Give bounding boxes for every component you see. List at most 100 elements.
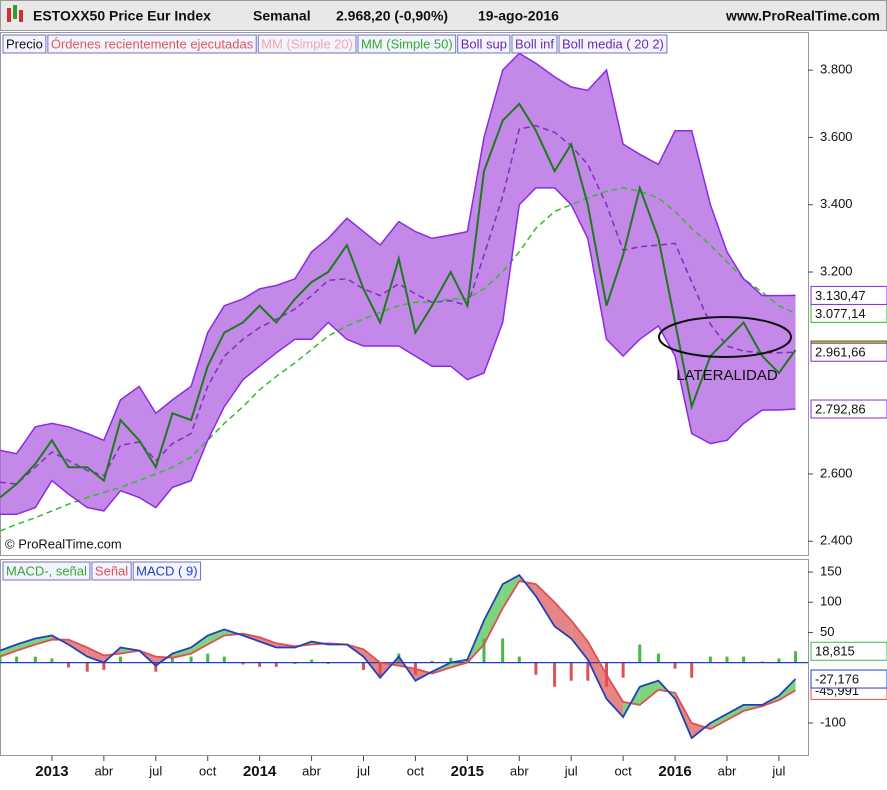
- y-tick-label: -100: [820, 714, 846, 729]
- x-tick-label: abr: [510, 763, 529, 778]
- series-line: [0, 573, 797, 740]
- histogram-bar: [760, 661, 764, 663]
- bollinger-band: [0, 53, 796, 515]
- legend-box: [132, 561, 202, 581]
- legend-box: [91, 561, 132, 581]
- legend-label: Boll inf: [515, 36, 554, 51]
- end-label: 18,815: [815, 644, 855, 659]
- macd-fill: [191, 635, 208, 654]
- series-line: [0, 187, 796, 532]
- histogram-bar: [482, 638, 486, 663]
- histogram-bar: [15, 656, 19, 663]
- x-tick-label: abr: [94, 763, 113, 778]
- end-label-box: [810, 669, 887, 689]
- histogram-bar: [378, 662, 382, 678]
- y-tick-label: 3.200: [820, 263, 853, 278]
- x-tick-label: oct: [407, 763, 425, 778]
- macd-fill: [0, 644, 17, 657]
- end-label: -27,176: [815, 671, 859, 686]
- histogram-bar: [102, 662, 106, 670]
- histogram-bar: [293, 662, 297, 664]
- macd-fill: [710, 713, 727, 730]
- x-tick-label: 2013: [35, 763, 68, 780]
- x-tick-label: abr: [718, 763, 737, 778]
- histogram-bar: [170, 658, 174, 663]
- source: www.ProRealTime.com: [725, 8, 880, 24]
- histogram-bar: [656, 653, 660, 663]
- series-line: [0, 187, 796, 516]
- legend-box: [558, 34, 668, 54]
- watermark: © ProRealTime.com: [5, 536, 122, 551]
- chart-title: ESTOXX50 Price Eur Index: [33, 8, 211, 24]
- histogram-bar: [118, 656, 122, 663]
- histogram-bar: [0, 656, 2, 663]
- x-tick-label: 2015: [451, 763, 484, 780]
- end-label: 3.130,47: [815, 288, 866, 303]
- x-tick-label: 2016: [658, 763, 691, 780]
- y-tick-label: 150: [820, 564, 842, 579]
- histogram-bar: [777, 658, 781, 663]
- legend-label: Boll media ( 20 2): [562, 36, 664, 51]
- series-line: [0, 102, 797, 499]
- histogram-bar: [85, 662, 89, 672]
- macd-fill: [259, 637, 277, 648]
- price-panel-frame: [0, 32, 809, 556]
- end-label: 3.077,14: [815, 306, 866, 321]
- legend-box: [257, 34, 357, 54]
- histogram-bar: [638, 644, 642, 663]
- macd-fill: [483, 584, 503, 645]
- plot-layer: 3.800 3.600 3.400 3.200 2.600 2.400 150 100 50 -1…: [0, 34, 887, 780]
- macd-fill: [587, 641, 607, 699]
- x-tick-label: jul: [356, 763, 370, 778]
- histogram-bar: [517, 656, 521, 663]
- legend-box: [357, 34, 457, 54]
- histogram-bar: [430, 660, 434, 663]
- histogram-bar: [222, 656, 226, 663]
- series-line: [0, 52, 796, 455]
- legend-box: [2, 561, 91, 581]
- y-tick-label: 50: [820, 624, 834, 639]
- x-tick-label: jul: [771, 763, 785, 778]
- x-tick-label: jul: [148, 763, 162, 778]
- macd-fill: [87, 647, 104, 663]
- macd-fill: [691, 723, 711, 739]
- histogram-bar: [274, 662, 278, 667]
- y-tick-label: 2.600: [820, 465, 853, 480]
- histogram-bar: [310, 659, 314, 663]
- end-label-box: [810, 399, 887, 419]
- x-tick-label: oct: [199, 763, 217, 778]
- histogram-bar: [50, 658, 54, 663]
- histogram-bar: [708, 656, 712, 663]
- legend-box: [457, 34, 511, 54]
- legend-label: MACD ( 9): [136, 563, 197, 578]
- header-bar: [0, 0, 887, 31]
- histogram-bar: [794, 651, 798, 663]
- app-icon: [7, 5, 23, 22]
- macd-fill: [535, 584, 555, 627]
- histogram-bar: [534, 662, 538, 675]
- legend-label: Boll sup: [461, 36, 507, 51]
- end-label-box: [810, 285, 887, 305]
- y-tick-label: 3.800: [820, 62, 853, 77]
- end-label-box: [810, 342, 887, 362]
- legend-box: [511, 34, 558, 54]
- macd-fill: [363, 649, 381, 678]
- period: Semanal: [253, 8, 311, 24]
- y-tick-label: 100: [820, 594, 842, 609]
- series-line: [0, 580, 796, 730]
- legend-label: Órdenes recientemente ejecutadas: [51, 36, 254, 51]
- annotation: LATERALIDAD: [676, 367, 778, 384]
- end-label: 2.961,66: [815, 345, 866, 360]
- histogram-bar: [742, 656, 746, 663]
- histogram-bar: [465, 659, 469, 663]
- y-tick-label: 3.600: [820, 129, 853, 144]
- histogram-bar: [241, 662, 245, 665]
- series-line: [0, 124, 796, 485]
- histogram-bar: [206, 653, 210, 663]
- macd-fill: [172, 647, 192, 658]
- histogram-bar: [449, 657, 453, 663]
- histogram-bar: [361, 662, 365, 670]
- histogram-bar: [189, 656, 193, 663]
- histogram-bar: [586, 662, 590, 681]
